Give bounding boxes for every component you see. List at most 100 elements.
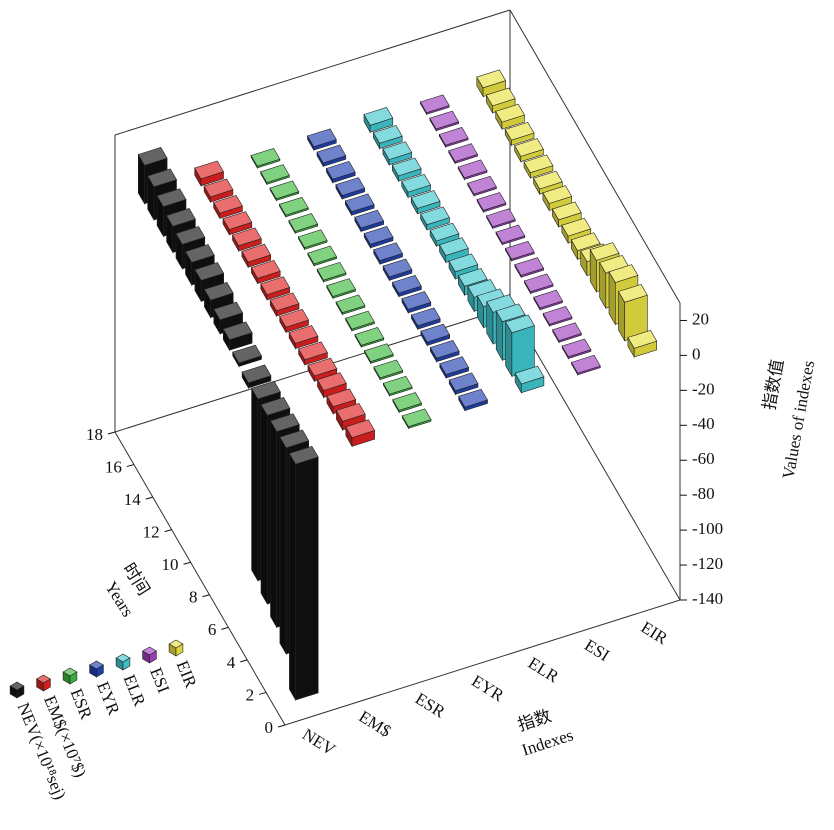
bar-face xyxy=(203,281,234,301)
bar xyxy=(514,365,545,394)
bar-face xyxy=(147,168,177,188)
bar-face xyxy=(448,372,479,392)
bar-face xyxy=(504,121,535,141)
y-tick-label: -40 xyxy=(692,414,715,433)
bar-face xyxy=(250,148,281,167)
y-axis-title: 指数值 xyxy=(760,358,788,412)
legend-label: EYR xyxy=(93,679,124,718)
y-tick-label: -140 xyxy=(692,589,723,608)
category-label: ESR xyxy=(412,689,449,722)
box-edge xyxy=(509,9,681,304)
bar xyxy=(250,260,281,285)
bar xyxy=(533,289,563,311)
bar xyxy=(439,237,469,264)
bar xyxy=(401,173,432,199)
bar-face xyxy=(307,357,338,377)
box-edge xyxy=(114,9,511,136)
bar xyxy=(476,69,507,98)
x-tick-label: 2 xyxy=(246,685,255,704)
bar-face xyxy=(438,126,469,146)
legend-item: ESI xyxy=(142,646,173,696)
bar-face xyxy=(250,260,281,279)
bar-face xyxy=(504,240,535,260)
bar xyxy=(325,160,356,184)
bar-face xyxy=(505,314,535,334)
bar-face xyxy=(279,435,287,656)
bar-face xyxy=(288,325,319,344)
bar xyxy=(448,372,479,396)
bar-face xyxy=(401,291,432,310)
bar xyxy=(344,193,375,217)
bar xyxy=(260,164,290,186)
bar-face xyxy=(203,178,234,198)
bar-face xyxy=(439,237,469,256)
bar-face xyxy=(429,110,460,130)
bar xyxy=(420,206,450,232)
bar-face xyxy=(382,141,413,160)
bar xyxy=(514,257,545,279)
bar xyxy=(382,375,413,398)
bar xyxy=(486,208,516,230)
category-axis-title: 指数 xyxy=(515,706,553,735)
category-label: EIR xyxy=(638,618,672,649)
bar-face xyxy=(373,359,404,379)
bar xyxy=(241,243,272,269)
x-tick-label: 16 xyxy=(105,457,122,476)
legend-swatch xyxy=(16,685,25,699)
bar xyxy=(627,330,658,359)
bar xyxy=(439,356,470,380)
bar xyxy=(260,276,291,301)
bar-face xyxy=(533,289,563,309)
bar-face xyxy=(392,392,423,411)
bar-face xyxy=(269,292,300,312)
y-tick-label: -60 xyxy=(692,449,715,468)
bar xyxy=(307,128,337,152)
bar xyxy=(392,392,423,414)
bar xyxy=(495,224,526,246)
legend-swatch xyxy=(122,657,131,671)
bar xyxy=(458,388,488,412)
bar-face xyxy=(175,226,206,245)
bar-face xyxy=(194,160,224,180)
y-tick-label: 0 xyxy=(692,344,701,363)
bar-face xyxy=(354,209,385,229)
y-tick-label: 20 xyxy=(692,309,709,328)
bar xyxy=(373,359,404,381)
bar-face xyxy=(260,403,268,606)
bar xyxy=(354,327,385,349)
bar-face xyxy=(420,323,451,343)
bar-face xyxy=(194,262,225,281)
bar xyxy=(279,308,309,334)
bar xyxy=(232,227,262,253)
bar xyxy=(363,226,394,249)
bar xyxy=(241,364,272,390)
bar xyxy=(372,125,403,150)
bar-face xyxy=(335,403,366,422)
bar-face xyxy=(279,308,309,328)
bar xyxy=(391,157,422,183)
bar xyxy=(298,341,328,367)
bar xyxy=(288,325,319,350)
bar xyxy=(420,323,451,347)
bar-face xyxy=(429,340,460,359)
bar xyxy=(307,245,338,267)
bar-face xyxy=(618,284,648,303)
bar-face xyxy=(514,365,545,385)
bar-face xyxy=(392,274,422,294)
bar-face xyxy=(561,338,592,358)
y-tick-label: -80 xyxy=(692,484,715,503)
bar xyxy=(203,178,234,204)
bar xyxy=(213,194,243,220)
bar-face xyxy=(372,125,403,144)
bar-face xyxy=(279,429,310,449)
bar xyxy=(514,138,544,163)
x-tick-label: 4 xyxy=(227,653,236,672)
bar xyxy=(429,110,460,132)
x-tick xyxy=(107,431,116,435)
y-tick-label: -100 xyxy=(692,519,723,538)
category-label: ESI xyxy=(581,635,613,665)
bar-face xyxy=(363,226,394,245)
bar-face xyxy=(260,397,291,416)
x-tick-label: 14 xyxy=(124,490,142,509)
